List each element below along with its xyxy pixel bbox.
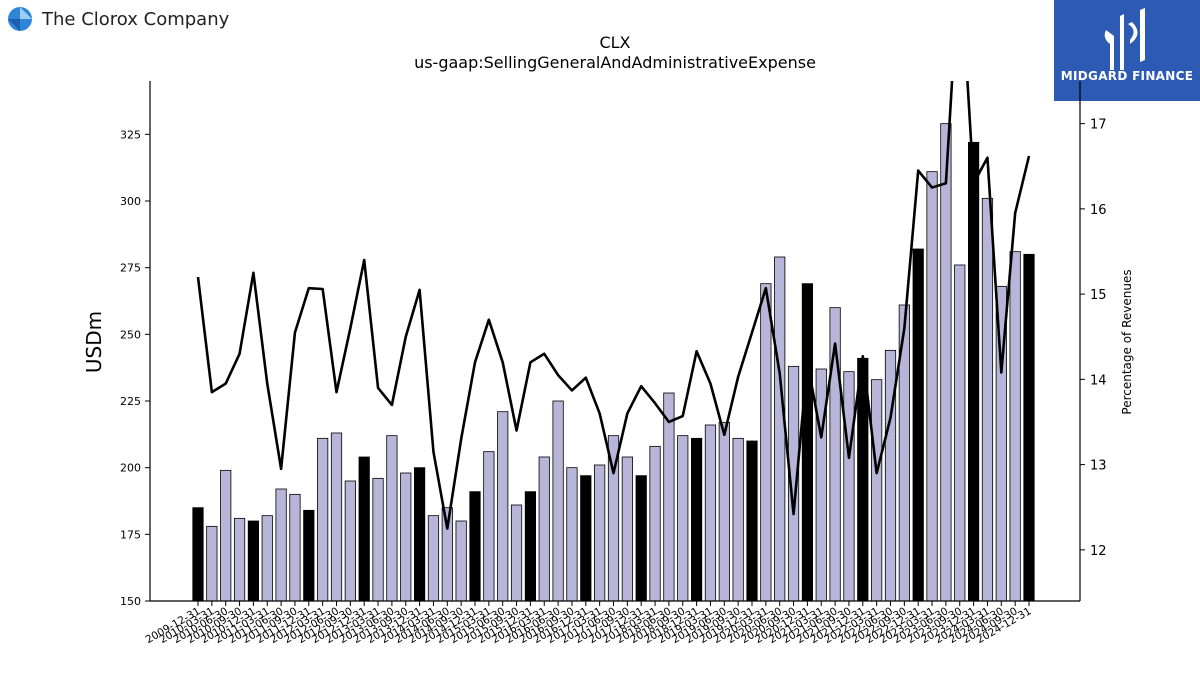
bar xyxy=(483,451,495,602)
y-tick-label: 325 xyxy=(120,128,141,141)
y2-tick-label: 14 xyxy=(1090,373,1107,388)
bar xyxy=(746,440,758,602)
bar xyxy=(206,525,218,602)
y2-tick-label: 16 xyxy=(1090,203,1107,218)
y-tick-label: 225 xyxy=(120,395,141,408)
midgard-logo-icon xyxy=(1104,8,1145,70)
percent-of-revenue-line xyxy=(196,81,1031,530)
y2-tick-label: 13 xyxy=(1090,459,1107,474)
y2-tick-label: 17 xyxy=(1090,118,1107,133)
bar xyxy=(233,517,246,602)
y-tick-label: 300 xyxy=(120,195,141,208)
bar xyxy=(427,515,440,602)
bar xyxy=(663,392,675,602)
bar xyxy=(400,472,412,602)
chart-title: CLX xyxy=(599,33,630,52)
bar xyxy=(538,456,550,602)
bar xyxy=(704,424,717,602)
bar xyxy=(497,411,509,602)
bar xyxy=(247,520,259,602)
chart-subtitle: us-gaap:SellingGeneralAndAdministrativeE… xyxy=(414,53,816,72)
y2-tick-label: 12 xyxy=(1090,544,1107,559)
bar xyxy=(192,507,204,602)
badge-brand-text: MIDGARD FINANCE xyxy=(1060,69,1194,83)
bar xyxy=(469,491,481,602)
bar xyxy=(455,520,467,602)
bar xyxy=(386,435,398,602)
bar xyxy=(968,141,980,602)
bar xyxy=(677,435,689,602)
bar xyxy=(552,400,564,602)
y-tick-label: 275 xyxy=(120,262,141,275)
y-tick-label: 150 xyxy=(120,595,141,608)
bar xyxy=(912,248,924,602)
company-name: The Clorox Company xyxy=(42,8,230,30)
y2-tick-label: 15 xyxy=(1090,288,1107,303)
bar xyxy=(691,437,703,602)
bar xyxy=(926,171,938,602)
bar xyxy=(580,475,592,602)
bar xyxy=(358,456,370,602)
bar xyxy=(718,421,730,602)
bar xyxy=(760,283,772,602)
bar xyxy=(289,493,301,602)
bar xyxy=(303,509,315,602)
bar xyxy=(413,467,426,602)
y-tick-label: 250 xyxy=(120,328,141,341)
clorox-logo-icon xyxy=(8,7,32,31)
bar xyxy=(843,371,855,602)
y-axis-label: USDm xyxy=(82,311,106,373)
bar xyxy=(566,467,578,602)
bar xyxy=(510,504,523,602)
y-tick-label: 200 xyxy=(120,462,141,475)
bar xyxy=(649,445,661,602)
bar xyxy=(372,477,384,602)
bar xyxy=(317,437,329,602)
bar xyxy=(621,456,633,602)
bar xyxy=(635,475,647,602)
bar xyxy=(801,283,814,602)
bar xyxy=(981,197,994,602)
bar xyxy=(524,491,537,602)
y-tick-label: 175 xyxy=(120,528,141,541)
plot-area: 1501752002252502753003251213141516172009… xyxy=(120,81,1107,646)
bar xyxy=(940,123,952,602)
bar xyxy=(330,432,343,602)
bar xyxy=(594,464,606,602)
bar xyxy=(954,264,966,602)
bar xyxy=(774,256,786,602)
bar xyxy=(1023,253,1035,602)
company-header: The Clorox Company xyxy=(6,4,229,34)
bar xyxy=(871,379,883,602)
bar xyxy=(261,515,273,602)
bar xyxy=(1009,251,1021,602)
y2-axis-label: Percentage of Revenues xyxy=(1120,269,1134,414)
bar xyxy=(275,488,287,602)
bar xyxy=(344,480,356,602)
bar xyxy=(220,469,232,602)
midgard-finance-badge: MIDGARD FINANCE xyxy=(1054,0,1200,101)
bar xyxy=(732,437,744,602)
